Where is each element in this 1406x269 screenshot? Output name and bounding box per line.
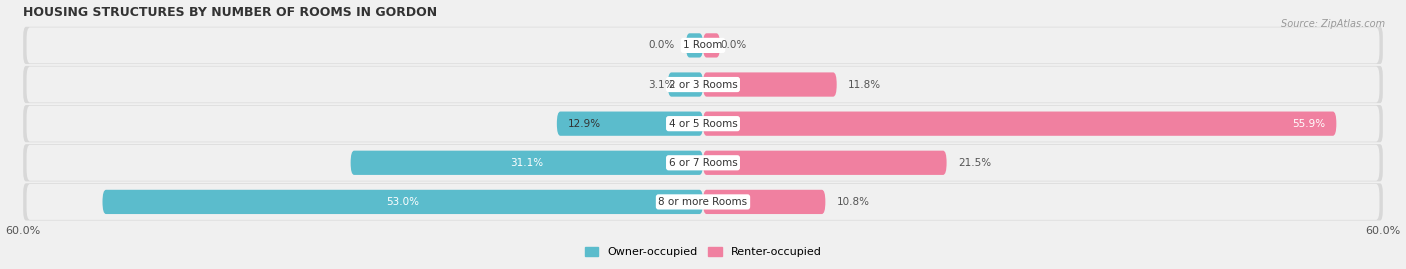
FancyBboxPatch shape xyxy=(703,72,837,97)
FancyBboxPatch shape xyxy=(703,112,1336,136)
Text: 0.0%: 0.0% xyxy=(720,40,747,50)
FancyBboxPatch shape xyxy=(703,33,720,58)
FancyBboxPatch shape xyxy=(22,66,1384,103)
Text: Source: ZipAtlas.com: Source: ZipAtlas.com xyxy=(1281,19,1385,29)
FancyBboxPatch shape xyxy=(103,190,703,214)
Text: 21.5%: 21.5% xyxy=(957,158,991,168)
Text: 55.9%: 55.9% xyxy=(1292,119,1324,129)
Text: 11.8%: 11.8% xyxy=(848,80,882,90)
Text: 1 Room: 1 Room xyxy=(683,40,723,50)
FancyBboxPatch shape xyxy=(22,144,1384,181)
Text: 12.9%: 12.9% xyxy=(568,119,602,129)
FancyBboxPatch shape xyxy=(27,27,1379,63)
Text: 4 or 5 Rooms: 4 or 5 Rooms xyxy=(669,119,737,129)
FancyBboxPatch shape xyxy=(22,105,1384,142)
FancyBboxPatch shape xyxy=(703,151,946,175)
FancyBboxPatch shape xyxy=(27,66,1379,102)
FancyBboxPatch shape xyxy=(27,184,1379,220)
FancyBboxPatch shape xyxy=(557,112,703,136)
FancyBboxPatch shape xyxy=(686,33,703,58)
FancyBboxPatch shape xyxy=(27,145,1379,181)
Text: 3.1%: 3.1% xyxy=(648,80,675,90)
Text: 2 or 3 Rooms: 2 or 3 Rooms xyxy=(669,80,737,90)
FancyBboxPatch shape xyxy=(27,106,1379,142)
FancyBboxPatch shape xyxy=(22,27,1384,64)
Text: 53.0%: 53.0% xyxy=(387,197,419,207)
Text: 31.1%: 31.1% xyxy=(510,158,543,168)
Text: 6 or 7 Rooms: 6 or 7 Rooms xyxy=(669,158,737,168)
Legend: Owner-occupied, Renter-occupied: Owner-occupied, Renter-occupied xyxy=(581,242,825,262)
Text: HOUSING STRUCTURES BY NUMBER OF ROOMS IN GORDON: HOUSING STRUCTURES BY NUMBER OF ROOMS IN… xyxy=(22,6,437,19)
Text: 0.0%: 0.0% xyxy=(648,40,675,50)
Text: 8 or more Rooms: 8 or more Rooms xyxy=(658,197,748,207)
FancyBboxPatch shape xyxy=(668,72,703,97)
Text: 10.8%: 10.8% xyxy=(837,197,870,207)
FancyBboxPatch shape xyxy=(22,183,1384,221)
FancyBboxPatch shape xyxy=(350,151,703,175)
FancyBboxPatch shape xyxy=(703,190,825,214)
